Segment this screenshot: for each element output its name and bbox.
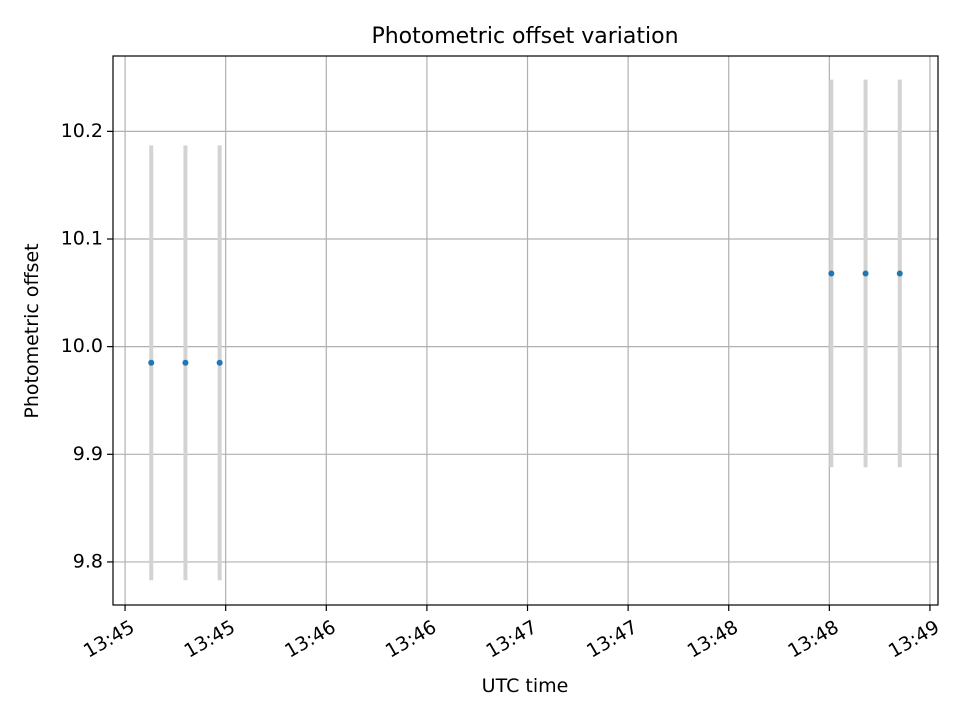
x-tick-label: 13:46	[281, 616, 339, 662]
y-axis-label: Photometric offset	[21, 243, 43, 418]
x-tick-label: 13:48	[784, 616, 842, 662]
errorbar-layer	[149, 79, 902, 581]
axes-frame	[112, 55, 939, 606]
data-point	[862, 270, 869, 277]
x-tick-label: 13:46	[382, 616, 440, 662]
data-point	[828, 270, 835, 277]
x-tick-label: 13:49	[885, 616, 943, 662]
data-point	[182, 359, 189, 366]
data-point	[896, 270, 903, 277]
y-tick-label: 10.2	[61, 120, 103, 142]
data-point	[148, 359, 155, 366]
data-point	[216, 359, 223, 366]
x-tick-label: 13:48	[684, 616, 742, 662]
x-tick-label: 13:45	[80, 616, 138, 662]
x-tick-label: 13:47	[583, 616, 641, 662]
tick-layer: 13:45 13:45 13:46 13:46 13:47 13:47 13:48 13:48…	[61, 120, 944, 663]
chart-title: Photometric offset variation	[371, 24, 678, 49]
x-axis-label: UTC time	[482, 675, 569, 697]
x-tick-label: 13:47	[482, 616, 540, 662]
x-tick-label: 13:45	[181, 616, 239, 662]
y-tick-label: 10.1	[61, 228, 103, 250]
y-tick-label: 9.8	[73, 550, 103, 572]
y-tick-label: 10.0	[61, 335, 103, 357]
point-layer	[148, 270, 903, 366]
y-tick-label: 9.9	[73, 443, 103, 465]
grid-layer	[113, 56, 938, 605]
